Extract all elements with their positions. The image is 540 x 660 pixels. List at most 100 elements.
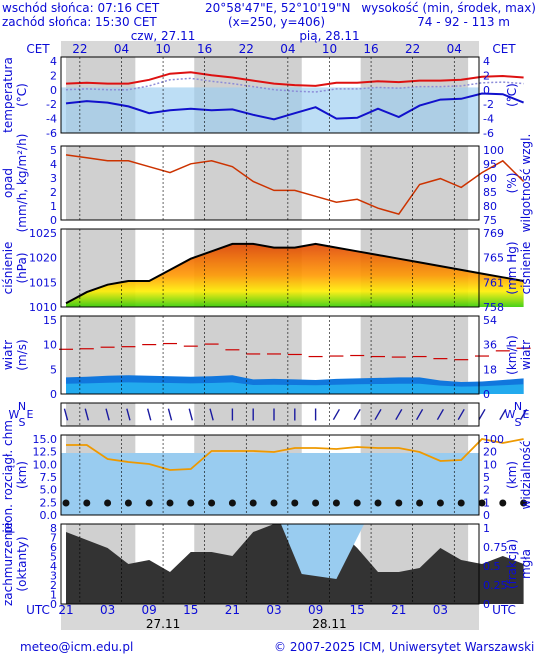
clouds-left-unit: (km) [15, 461, 29, 489]
temperature-left-tick: 2 [50, 69, 57, 82]
utc-tick-label: 21 [391, 603, 406, 617]
low-cloud-dot [395, 499, 403, 507]
low-cloud-dot [457, 499, 465, 507]
wind-direction-arrow [84, 408, 90, 421]
compass-s: S [19, 416, 26, 429]
low-cloud-dot [374, 499, 382, 507]
utc-tick-label: 15 [183, 603, 198, 617]
temperature-right-tick: -6 [483, 127, 494, 140]
below-zero-shade [61, 87, 479, 133]
cloud-cover-tick: 7 [50, 532, 57, 545]
wind-direction-arrow [105, 408, 110, 421]
humidity-tick: 75 [483, 214, 497, 227]
pressure-hpa-tick: 1020 [29, 252, 57, 265]
clear-sky-area [280, 524, 365, 579]
precip-tick: 5 [50, 144, 57, 157]
precip-tick: 4 [50, 158, 57, 171]
wind-direction-arrow [457, 408, 465, 421]
wind-direction-arrow [167, 408, 173, 421]
pressure-line [65, 242, 524, 305]
pressure-area [66, 243, 524, 307]
wind-direction-arrow [332, 408, 341, 421]
humidity-line [65, 154, 525, 215]
cloudcover-right-label: mgła [519, 549, 533, 579]
low-cloud-dot [104, 499, 112, 507]
temperature-left-label: temperatura [1, 57, 15, 133]
cloud-height-tick: 15.0 [33, 433, 58, 446]
low-cloud-dot [228, 499, 236, 507]
panel-precip-frame [60, 145, 480, 221]
wind-left-label: wiatr [1, 340, 15, 370]
low-cloud-dot [436, 499, 444, 507]
visibility-line [66, 438, 524, 471]
cloud-cover-tick: 4 [50, 560, 57, 573]
copyright-text: © 2007-2025 ICM, Uniwersytet Warszawski [274, 640, 535, 654]
altitude-values: 74 - 92 - 113 m [417, 15, 510, 29]
low-cloud-dot [145, 499, 153, 507]
wind-kmh-tick: 0 [483, 388, 490, 401]
day-label-thursday: czw, 27.11 [131, 29, 196, 43]
pressure-mmhg-tick: 758 [483, 301, 504, 314]
wind-direction-arrow [63, 408, 69, 421]
cloud-height-tick: 10.0 [33, 458, 58, 471]
precip-right-label: wilgotność wzgl. [519, 134, 533, 233]
wind-direction-arrow [395, 408, 403, 421]
temperature-line [65, 71, 524, 87]
day-label-friday: pią, 28.11 [299, 29, 359, 43]
clouds-right-label: widzialność [519, 441, 533, 510]
cloud-cover-area [66, 524, 524, 604]
pressure-hpa-tick: 1015 [29, 276, 57, 289]
fog-tick: 0.25 [483, 579, 508, 592]
wind-kmh-tick: 54 [483, 314, 497, 327]
low-cloud-dot [249, 499, 257, 507]
cloud-cover-tick: 8 [50, 522, 57, 535]
wind-direction-arrow [436, 408, 445, 421]
cet-tick-label: 16 [197, 42, 212, 56]
cet-tick-label: 10 [155, 42, 170, 56]
visibility-tick: 2 [483, 484, 490, 497]
wind-direction-arrow [415, 408, 424, 421]
wind-ms-tick: 15 [43, 314, 57, 327]
compass-w-right: W [505, 408, 516, 421]
low-cloud-dot [332, 499, 340, 507]
pressure-mmhg-tick: 761 [483, 276, 504, 289]
dew-point-line [65, 92, 524, 121]
visibility-tick: 5 [483, 471, 490, 484]
low-cloud-dot [353, 499, 361, 507]
cet-axis-strip [61, 41, 479, 57]
wind-direction-arrow [188, 408, 194, 421]
utc-tick-label: 09 [308, 603, 323, 617]
panel-cloudcover-frame [60, 523, 480, 605]
precip-tick: 1 [50, 200, 57, 213]
precip-left-unit: (mm/h, kg/m²/h) [15, 134, 29, 233]
utc-tick-label: 03 [100, 603, 115, 617]
wind-direction-arrow [499, 408, 507, 421]
low-cloud-dot [499, 499, 507, 507]
fog-tick: 0 [483, 598, 490, 611]
temperature-right-tick: -4 [483, 113, 494, 126]
contact-email[interactable]: meteo@icm.edu.pl [20, 640, 134, 654]
wind-speed-inner [66, 382, 524, 394]
cloud-height-tick: 12.5 [33, 446, 58, 459]
night-band [360, 403, 469, 426]
pressure-left-label: ciśnienie [1, 242, 15, 295]
precip-right-unit: (%) [505, 173, 519, 194]
fog-tick: 1 [483, 522, 490, 535]
wind-direction-arrow [146, 408, 152, 421]
cet-tick-label: 10 [322, 42, 337, 56]
temperature-right-tick: -2 [483, 98, 494, 111]
low-cloud-dot [312, 499, 320, 507]
night-band [66, 146, 136, 220]
wind-direction-arrow [353, 408, 361, 421]
low-cloud-dot [166, 499, 174, 507]
fog-tick: 0.75 [483, 541, 508, 554]
pressure-hpa-tick: 1010 [29, 301, 57, 314]
panel-clouds-frame [60, 434, 480, 516]
pressure-mmhg-tick: 769 [483, 227, 504, 240]
wind-direction-arrow [126, 408, 131, 421]
cloud-height-tick: 5.0 [40, 484, 58, 497]
perceived-temperature-line [65, 77, 524, 93]
cloud-height-tick: 0.0 [40, 509, 58, 522]
wind-ms-tick: 0 [50, 388, 57, 401]
